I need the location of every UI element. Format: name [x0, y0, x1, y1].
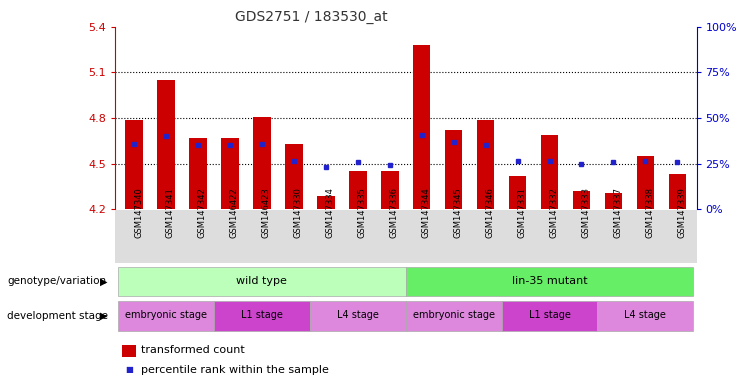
Text: genotype/variation: genotype/variation	[7, 276, 107, 286]
Bar	[118, 301, 214, 331]
Bar	[349, 171, 367, 209]
Text: GSM147342: GSM147342	[198, 187, 207, 238]
Text: GSM147345: GSM147345	[453, 187, 462, 238]
Text: percentile rank within the sample: percentile rank within the sample	[141, 364, 329, 375]
Text: GSM147344: GSM147344	[422, 187, 431, 238]
Bar	[605, 192, 622, 209]
Text: development stage: development stage	[7, 311, 108, 321]
Text: GSM147331: GSM147331	[517, 187, 527, 238]
Text: GSM147340: GSM147340	[134, 187, 143, 238]
Text: GSM147332: GSM147332	[550, 187, 559, 238]
Bar	[214, 301, 310, 331]
Bar	[157, 80, 175, 209]
Text: GSM147333: GSM147333	[582, 187, 591, 238]
Text: GDS2751 / 183530_at: GDS2751 / 183530_at	[235, 10, 388, 23]
Bar	[502, 301, 597, 331]
Bar	[668, 174, 686, 209]
Bar	[413, 45, 431, 209]
Text: GSM147334: GSM147334	[326, 187, 335, 238]
Text: GSM146423: GSM146423	[262, 187, 271, 238]
Text: L1 stage: L1 stage	[528, 310, 571, 320]
Bar	[445, 130, 462, 209]
Text: GSM146422: GSM146422	[230, 187, 239, 238]
Text: L4 stage: L4 stage	[337, 310, 379, 320]
Bar	[381, 171, 399, 209]
Bar	[405, 301, 502, 331]
Bar	[317, 195, 335, 209]
Text: GSM147336: GSM147336	[390, 187, 399, 238]
Text: GSM147346: GSM147346	[485, 187, 494, 238]
Text: GSM147339: GSM147339	[677, 187, 686, 238]
Bar	[509, 176, 526, 209]
Text: transformed count: transformed count	[141, 345, 245, 355]
Bar	[285, 144, 302, 209]
Text: L4 stage: L4 stage	[625, 310, 666, 320]
Bar	[125, 119, 143, 209]
Text: ▶: ▶	[100, 276, 107, 286]
Text: ■: ■	[125, 365, 133, 374]
Bar	[221, 138, 239, 209]
Text: L1 stage: L1 stage	[241, 310, 283, 320]
Bar	[310, 301, 406, 331]
Bar	[189, 138, 207, 209]
Bar	[253, 117, 270, 209]
Bar	[476, 119, 494, 209]
Text: ▶: ▶	[100, 311, 107, 321]
Text: GSM147338: GSM147338	[645, 187, 654, 238]
Text: GSM147335: GSM147335	[358, 187, 367, 238]
Bar	[573, 191, 591, 209]
Text: lin-35 mutant: lin-35 mutant	[512, 276, 588, 286]
Text: embryonic stage: embryonic stage	[413, 310, 495, 320]
Bar	[597, 301, 694, 331]
Bar	[637, 156, 654, 209]
Text: wild type: wild type	[236, 276, 288, 286]
Bar	[118, 266, 405, 296]
Bar	[405, 266, 694, 296]
Text: GSM147341: GSM147341	[166, 187, 175, 238]
Bar	[541, 135, 558, 209]
Text: GSM147337: GSM147337	[614, 187, 622, 238]
Text: embryonic stage: embryonic stage	[125, 310, 207, 320]
Text: GSM147330: GSM147330	[294, 187, 303, 238]
